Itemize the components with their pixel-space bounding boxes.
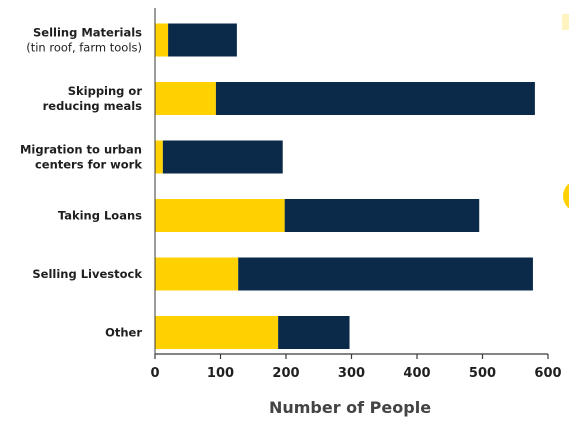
x-axis: 0 100 200 300 400 500 600 bbox=[150, 8, 562, 381]
category-label-row-1-line-1: Selling Materials bbox=[33, 26, 142, 40]
x-tick-label-600: 600 bbox=[534, 366, 561, 381]
x-tick-label-500: 500 bbox=[469, 366, 496, 381]
x-tick-label-300: 300 bbox=[338, 366, 365, 381]
decoration-layer bbox=[562, 14, 569, 209]
bar-segment-2-row-4 bbox=[284, 199, 480, 232]
bar-segment-1-row-1 bbox=[155, 23, 169, 57]
bar-segment-1-row-2 bbox=[155, 82, 216, 115]
x-tick-label-400: 400 bbox=[403, 366, 430, 381]
category-label-row-3-line-1: Migration to urban bbox=[20, 143, 142, 157]
category-label-row-6-line-1: Other bbox=[105, 326, 142, 340]
bar-segment-2-row-2 bbox=[215, 82, 535, 115]
x-tick-label-100: 100 bbox=[207, 366, 234, 381]
decorative-edge-circle bbox=[563, 183, 569, 209]
bar-segment-2-row-3 bbox=[162, 140, 283, 174]
category-label-row-1-line-2: (tin roof, farm tools) bbox=[26, 41, 142, 55]
bar-segment-1-row-4 bbox=[155, 199, 285, 232]
bar-segment-1-row-5 bbox=[155, 257, 239, 291]
category-label-row-3-line-2: centers for work bbox=[35, 158, 142, 172]
bar-segment-2-row-5 bbox=[238, 257, 533, 291]
bar-segment-2-row-6 bbox=[278, 316, 350, 349]
bar-segment-1-row-6 bbox=[155, 316, 279, 349]
category-label-row-2-line-2: reducing meals bbox=[43, 99, 143, 113]
bar-segment-1-row-3 bbox=[155, 140, 163, 174]
bar-segment-2-row-1 bbox=[168, 23, 237, 57]
decorative-edge-square bbox=[562, 14, 569, 30]
category-label-row-4-line-1: Taking Loans bbox=[58, 209, 142, 223]
category-labels-layer: Selling Materials(tin roof, farm tools) S… bbox=[20, 26, 142, 340]
category-label-row-5-line-1: Selling Livestock bbox=[32, 267, 142, 281]
x-tick-label-0: 0 bbox=[150, 366, 159, 381]
x-tick-label-200: 200 bbox=[272, 366, 299, 381]
x-axis-title: Number of People bbox=[269, 398, 431, 417]
category-label-row-2-line-1: Skipping or bbox=[68, 84, 143, 98]
bars-layer bbox=[155, 23, 535, 349]
